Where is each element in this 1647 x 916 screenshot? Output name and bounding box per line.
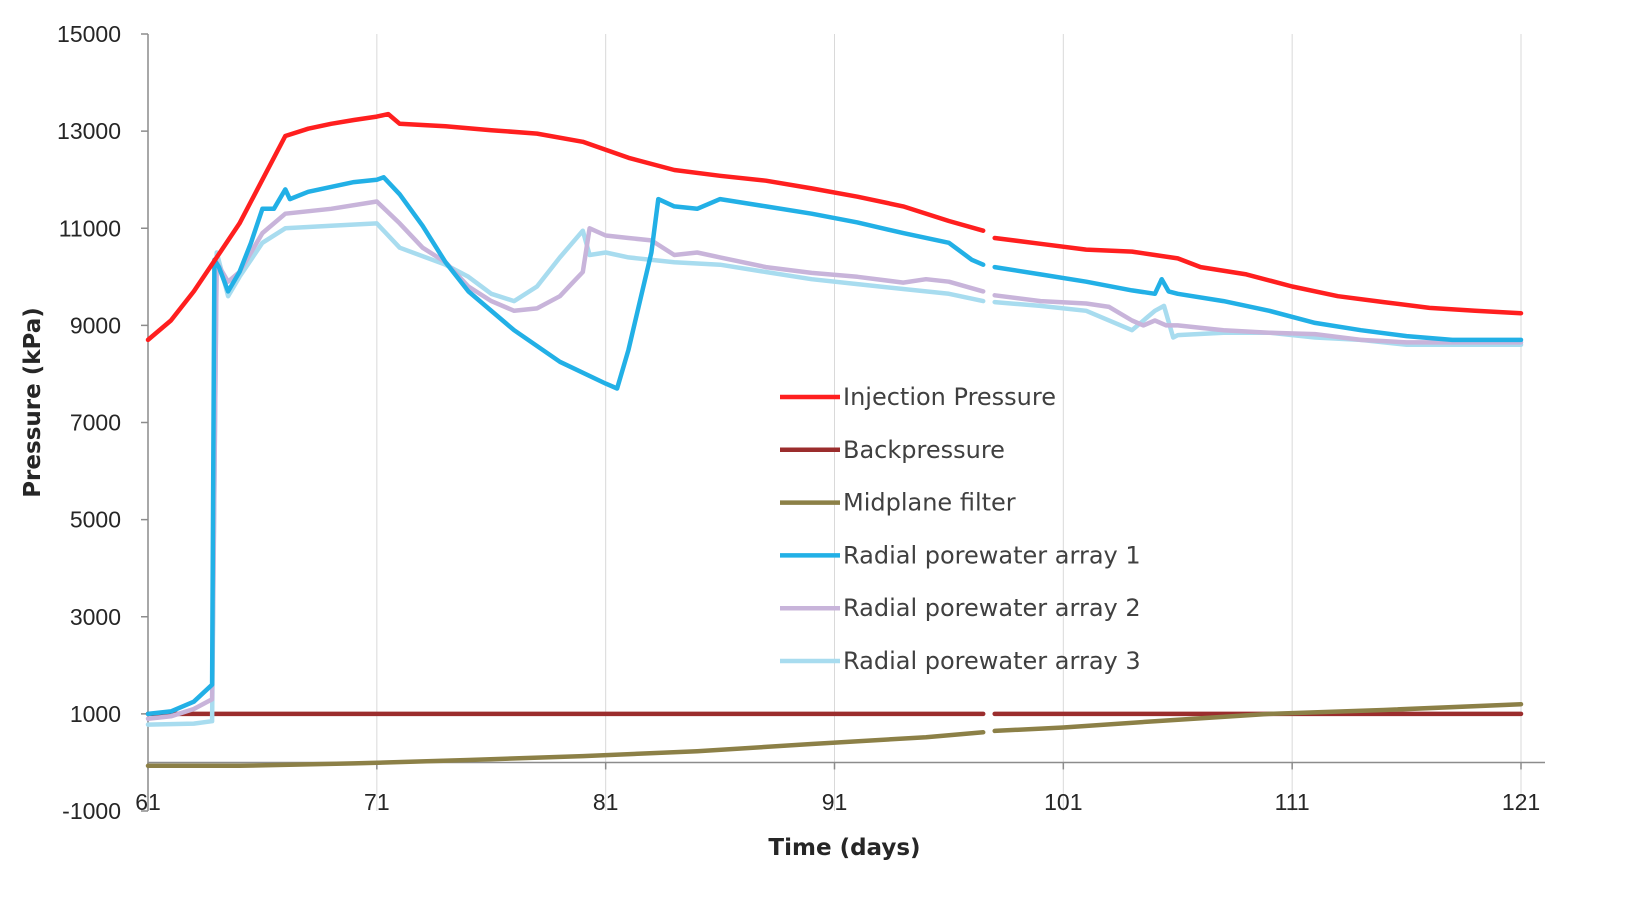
- legend-label: Radial porewater array 1: [843, 541, 1141, 569]
- x-tick-label: 111: [1275, 789, 1310, 815]
- y-tick-label: 3000: [70, 604, 121, 630]
- legend-item: Midplane filter: [780, 489, 1016, 517]
- series-midplane-filter: [145, 701, 1524, 769]
- legend-item: Radial porewater array 1: [780, 541, 1141, 569]
- y-tick-label: -1000: [62, 798, 121, 824]
- series-line: [992, 701, 1524, 734]
- gridlines: [376, 34, 1522, 811]
- y-tick-label: 7000: [70, 410, 121, 436]
- series-line: [992, 264, 1524, 343]
- y-tick-label: 9000: [70, 312, 121, 338]
- x-axis-title: Time (days): [768, 835, 920, 861]
- legend-label: Midplane filter: [843, 489, 1016, 517]
- series-radial-porewater-array-1: [145, 175, 1524, 717]
- legend-item: Backpressure: [780, 436, 1005, 464]
- legend-label: Radial porewater array 2: [843, 594, 1141, 622]
- legend-label: Backpressure: [843, 436, 1005, 464]
- series-lines: [145, 111, 1524, 769]
- legend-item: Injection Pressure: [780, 383, 1056, 411]
- legend: Injection Pressure Backpressure Midplane f…: [780, 383, 1141, 675]
- series-injection-pressure: [145, 111, 1524, 343]
- y-tick-label: 5000: [70, 507, 121, 533]
- legend-item: Radial porewater array 2: [780, 594, 1141, 622]
- x-tick-label: 101: [1044, 789, 1082, 815]
- series-line: [992, 293, 1524, 345]
- legend-item: Radial porewater array 3: [780, 647, 1141, 675]
- x-tick-label: 81: [593, 789, 619, 815]
- x-tick-label: 71: [364, 789, 390, 815]
- y-axis-title: Pressure (kPa): [20, 307, 46, 498]
- y-tick-label: 15000: [57, 21, 121, 47]
- series-line: [992, 235, 1524, 316]
- series-line: [145, 730, 986, 769]
- legend-label: Injection Pressure: [843, 383, 1056, 411]
- x-tick-label: 121: [1502, 789, 1540, 815]
- series-line: [145, 111, 986, 343]
- y-tick-label: 13000: [57, 118, 121, 144]
- x-tick-label: 91: [822, 789, 848, 815]
- y-tick-label: 1000: [70, 701, 121, 727]
- y-tick-label: 11000: [59, 215, 121, 241]
- legend-label: Radial porewater array 3: [843, 647, 1141, 675]
- series-line: [145, 175, 986, 717]
